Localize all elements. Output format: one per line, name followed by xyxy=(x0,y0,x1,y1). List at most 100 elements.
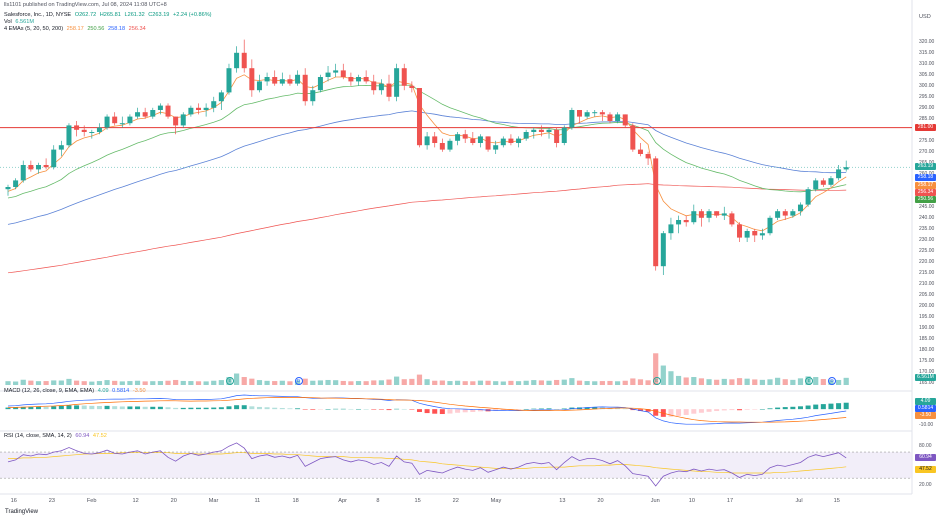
candle xyxy=(531,129,537,132)
candle xyxy=(28,165,34,170)
candle xyxy=(653,158,659,267)
volume-bar xyxy=(485,380,491,385)
date-axis-label: 15 xyxy=(414,498,421,504)
rsi-label: RSI (14, close, SMA, 14, 2) xyxy=(4,433,72,439)
candle xyxy=(203,107,209,110)
macd-histogram-bar xyxy=(813,404,819,410)
volume-bar xyxy=(592,381,598,385)
rsi-legend[interactable]: RSI (14, close, SMA, 14, 2) 60.94 47.52 xyxy=(4,433,107,440)
dividend-event-marker[interactable]: D xyxy=(294,377,303,385)
macd-histogram-bar xyxy=(462,409,468,413)
candle xyxy=(234,52,240,69)
date-axis-label: Mar xyxy=(208,498,219,504)
candle xyxy=(310,90,316,102)
dividend-event-marker[interactable]: D xyxy=(827,377,836,385)
candle xyxy=(439,143,445,150)
candle xyxy=(249,68,255,91)
candle xyxy=(607,114,613,121)
volume-bar xyxy=(454,380,461,385)
candle xyxy=(668,224,674,234)
volume-bar xyxy=(333,380,339,385)
rsi-ma-value: 47.52 xyxy=(92,433,107,439)
price-axis-label: 285.00 xyxy=(919,115,935,122)
volume-bar xyxy=(554,379,560,385)
volume-bar xyxy=(645,380,651,385)
macd-histogram-bar xyxy=(51,406,57,410)
price-axis-label: 310.00 xyxy=(919,60,935,67)
ema200-value: 256.34 xyxy=(128,26,146,32)
price-axis-label: 265.00 xyxy=(919,160,934,166)
volume-bar xyxy=(203,381,209,385)
volume-bar xyxy=(462,381,468,385)
candle xyxy=(577,110,582,117)
macd-histogram-bar xyxy=(66,405,72,410)
volume-bar xyxy=(569,378,575,385)
macd-histogram-bar xyxy=(203,407,209,410)
volume-bar xyxy=(173,379,179,385)
macd-histogram-bar xyxy=(767,408,773,410)
date-axis-label: Jul xyxy=(795,498,803,504)
macd-histogram-bar xyxy=(5,407,11,410)
macd-histogram-bar xyxy=(157,406,163,410)
volume-bar xyxy=(599,381,605,385)
candle xyxy=(592,112,598,114)
price-axis-label: 270.00 xyxy=(919,148,935,155)
volume-legend[interactable]: Vol 6.561M xyxy=(4,19,34,26)
candle xyxy=(706,211,712,218)
candle xyxy=(363,77,369,82)
ema-legend[interactable]: 4 EMAs (5, 20, 50, 200) 258.17 250.56 25… xyxy=(4,26,146,33)
macd-histogram-bar xyxy=(340,408,346,410)
volume-bar xyxy=(607,380,613,385)
rsi-axis-label: 80.00 xyxy=(919,442,932,449)
price-axis-label: 230.00 xyxy=(919,236,935,243)
ohlc-change: +2.24 (+0.86%) xyxy=(172,12,212,18)
macd-histogram-bar xyxy=(325,409,331,410)
macd-histogram-bar xyxy=(74,405,80,410)
volume-bar xyxy=(759,379,765,385)
price-axis-label: 195.00 xyxy=(919,313,935,320)
macd-histogram-bar xyxy=(683,409,689,415)
price-axis-label: 225.00 xyxy=(919,247,935,254)
macd-histogram-bar xyxy=(287,408,293,410)
candle xyxy=(691,211,697,223)
macd-histogram-bar xyxy=(554,408,560,410)
candle xyxy=(516,138,522,143)
volume-bar xyxy=(660,365,666,385)
price-axis-label: 250.00 xyxy=(919,193,934,199)
volume-bar xyxy=(835,379,842,385)
earnings-event-marker[interactable]: E xyxy=(652,377,661,385)
volume-bar xyxy=(683,377,689,385)
volume-bar xyxy=(736,378,743,385)
candle xyxy=(241,52,247,69)
candle xyxy=(584,112,590,117)
macd-histogram-bar xyxy=(180,407,186,410)
price-axis-label: 315.00 xyxy=(919,49,935,56)
candle xyxy=(637,149,643,154)
macd-legend[interactable]: MACD (12, 26, close, 9, EMA, EMA) 4.09 0… xyxy=(4,388,146,395)
price-axis-label: 180.00 xyxy=(919,346,935,353)
volume-bar xyxy=(188,381,194,385)
earnings-event-marker[interactable]: E xyxy=(805,377,814,385)
candle xyxy=(828,178,834,185)
volume-bar xyxy=(782,379,788,385)
earnings-event-marker[interactable]: E xyxy=(225,377,234,385)
currency-label[interactable]: USD xyxy=(919,14,931,20)
macd-histogram-bar xyxy=(416,409,422,412)
symbol-name[interactable]: Salesforce, Inc., 1D, NYSE xyxy=(4,12,72,18)
candle xyxy=(416,88,422,146)
price-axis-label: 320.00 xyxy=(919,38,935,45)
macd-histogram-bar xyxy=(317,409,323,410)
ema5-line xyxy=(7,74,847,232)
rsi-ma-line xyxy=(8,452,847,474)
macd-histogram-bar xyxy=(150,406,156,410)
price-axis-label: 245.00 xyxy=(919,203,935,210)
candle xyxy=(455,134,461,141)
tradingview-logo-text: TradingView xyxy=(5,509,39,515)
macd-histogram-bar xyxy=(729,409,735,411)
price-tag: 263.19 xyxy=(915,163,936,171)
volume-bar xyxy=(211,380,217,385)
macd-histogram-bar xyxy=(234,405,240,410)
date-axis-label: Apr xyxy=(338,498,347,504)
candle xyxy=(782,211,788,216)
